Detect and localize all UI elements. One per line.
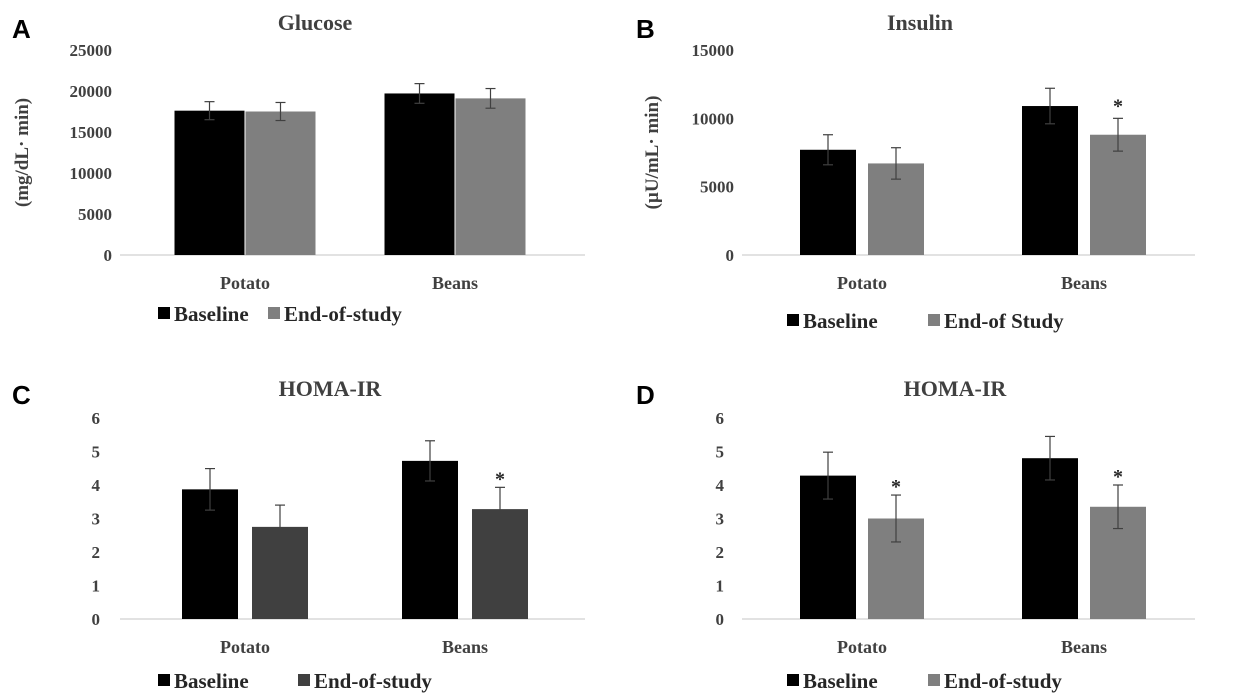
panel-a-ytick-label: 5000 — [78, 205, 112, 224]
panel-d-legend-swatch — [787, 674, 799, 686]
panel-c-ytick-label: 6 — [92, 409, 101, 428]
panel-d-legend-swatch — [928, 674, 940, 686]
panel-a-letter: A — [12, 14, 31, 44]
panel-d-significance-star: * — [891, 476, 901, 498]
panel-b-bar-beans-baseline — [1022, 106, 1078, 256]
panel-d-category-label: Potato — [837, 637, 887, 657]
panel-a-legend-swatch — [158, 307, 170, 319]
panel-b-ytick-label: 10000 — [692, 109, 735, 128]
panel-a-bar-beans-end-of-study — [455, 98, 526, 255]
panel-c-title: HOMA-IR — [279, 376, 383, 401]
panel-c-ytick-label: 2 — [92, 543, 101, 562]
panel-a-legend-label: Baseline — [174, 302, 249, 326]
panel-a-ytick-label: 10000 — [70, 164, 113, 183]
panel-d-title: HOMA-IR — [904, 376, 1008, 401]
panel-a-category-label: Potato — [220, 273, 270, 293]
panel-a-ytick-label: 0 — [104, 246, 113, 265]
panel-c-legend-label: End-of-study — [314, 669, 432, 693]
panel-d-legend-label: End-of-study — [944, 669, 1062, 693]
panel-d-significance-star: * — [1113, 466, 1123, 488]
panel-c-letter: C — [12, 380, 31, 410]
panel-c-legend-label: Baseline — [174, 669, 249, 693]
panel-c-ytick-label: 0 — [92, 610, 101, 629]
panel-d-ytick-label: 0 — [716, 610, 725, 629]
panel-c-category-label: Beans — [442, 637, 488, 657]
panel-d-legend-label: Baseline — [803, 669, 878, 693]
panel-d-letter: D — [636, 380, 655, 410]
panel-b-ytick-label: 5000 — [700, 178, 734, 197]
panel-d-category-label: Beans — [1061, 637, 1107, 657]
panel-d-ytick-label: 5 — [716, 443, 725, 462]
panel-c-legend-swatch — [158, 674, 170, 686]
panel-c-category-label: Potato — [220, 637, 270, 657]
panel-d-ytick-label: 3 — [716, 510, 725, 529]
panel-b-ylabel: (µU/mL· min) — [642, 96, 663, 210]
panel-b-bar-beans-end-of-study — [1090, 134, 1146, 255]
panel-b-ytick-label: 0 — [726, 246, 735, 265]
panel-d-ytick-label: 1 — [716, 577, 725, 596]
panel-c-bar-beans-baseline — [402, 460, 458, 619]
panel-c-bar-potato-baseline — [182, 489, 238, 619]
panel-a-ytick-label: 20000 — [70, 82, 113, 101]
panel-a-legend-label: End-of-study — [284, 302, 402, 326]
panel-c-ytick-label: 1 — [92, 577, 101, 596]
panel-a-bar-beans-baseline — [384, 93, 455, 256]
panel-b-bar-potato-baseline — [800, 149, 856, 255]
panel-b-category-label: Potato — [837, 273, 887, 293]
panel-c-legend-swatch — [298, 674, 310, 686]
panel-a-bar-potato-end-of-study — [245, 111, 316, 255]
panel-d-ytick-label: 6 — [716, 409, 725, 428]
panel-a-ylabel: (mg/dL· min) — [12, 98, 33, 207]
panel-b-title: Insulin — [887, 10, 953, 35]
panel-d-ytick-label: 4 — [716, 476, 725, 495]
panel-c-ytick-label: 4 — [92, 476, 101, 495]
panel-c-ytick-label: 3 — [92, 510, 101, 529]
panel-b-letter: B — [636, 14, 655, 44]
panel-a-title: Glucose — [278, 10, 353, 35]
panel-b-legend-swatch — [787, 314, 799, 326]
panel-d-bar-beans-baseline — [1022, 458, 1078, 619]
panel-a-bar-potato-baseline — [174, 110, 245, 256]
panel-b-ytick-label: 15000 — [692, 41, 735, 60]
panel-a-ytick-label: 15000 — [70, 123, 113, 142]
panel-b-category-label: Beans — [1061, 273, 1107, 293]
panel-b-legend-swatch — [928, 314, 940, 326]
panel-b-legend-label: Baseline — [803, 309, 878, 333]
panel-a-category-label: Beans — [432, 273, 478, 293]
panel-b-significance-star: * — [1113, 95, 1123, 117]
panel-c-significance-star: * — [495, 468, 505, 490]
panel-d-ytick-label: 2 — [716, 543, 725, 562]
panel-a-ytick-label: 25000 — [70, 41, 113, 60]
panel-a-legend-swatch — [268, 307, 280, 319]
panel-c-ytick-label: 5 — [92, 443, 101, 462]
panel-b-legend-label: End-of Study — [944, 309, 1064, 333]
